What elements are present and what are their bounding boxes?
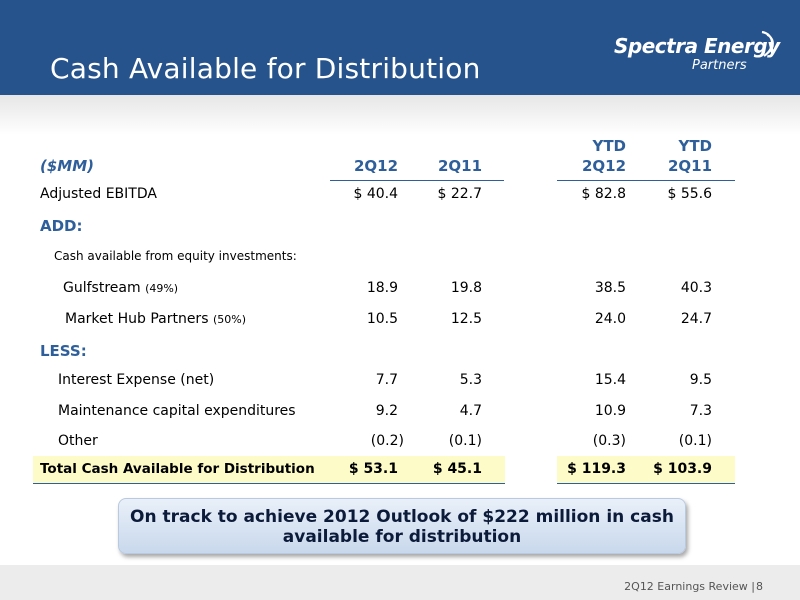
total-row-highlight [557,456,735,483]
footer-label: 2Q12 Earnings Review | [624,580,755,593]
cell-value: $ 53.1 [348,461,398,477]
cell-value: 19.8 [450,280,482,296]
row-label-gulfstream: Gulfstream (49%) [63,280,179,296]
cell-value: $ 119.3 [567,461,626,477]
cell-value: 40.3 [680,280,712,296]
col-header-ytd-2q12: 2Q12 [581,157,626,175]
cell-value: 4.7 [459,403,482,419]
spectra-energy-partners-logo: Spectra Energy Partners [612,28,782,78]
col-header-ytd-2q11: 2Q11 [667,157,712,175]
cell-value: 18.9 [366,280,398,296]
outlook-callout-box: On track to achieve 2012 Outlook of $222… [118,498,686,554]
cell-value: 24.7 [680,311,712,327]
cell-value: 10.5 [366,311,398,327]
total-underline [33,483,505,484]
unit-label: ($MM) [40,157,95,175]
total-underline [557,483,735,484]
cell-value: 9.5 [689,372,712,388]
cell-value: 5.3 [459,372,482,388]
cell-value: 12.5 [450,311,482,327]
cell-value: $ 45.1 [432,461,482,477]
cell-value: 24.0 [594,311,626,327]
cell-value: $ 55.6 [667,186,712,202]
header-underline [557,180,735,181]
cell-value: 15.4 [594,372,626,388]
cell-value: (0.2) [370,433,404,449]
cell-value: $ 40.4 [353,186,398,202]
cell-value: $ 22.7 [437,186,482,202]
row-label-equity-investments: Cash available from equity investments: [54,249,297,263]
cell-value: $ 103.9 [653,461,712,477]
row-label-interest-expense: Interest Expense (net) [58,372,215,388]
row-label-adjusted-ebitda: Adjusted EBITDA [40,186,157,202]
cell-value: 10.9 [594,403,626,419]
row-label-market-hub-partners: Market Hub Partners (50%) [65,311,246,327]
cell-value: 7.7 [375,372,398,388]
row-label-maintenance-capex: Maintenance capital expenditures [58,403,296,419]
cell-value: (0.1) [448,433,482,449]
row-label-total-cash: Total Cash Available for Distribution [40,461,315,477]
callout-text: On track to achieve 2012 Outlook of $222… [119,507,685,547]
cell-value: $ 82.8 [581,186,626,202]
header-bar: Cash Available for Distribution Spectra … [0,0,800,95]
ownership-note: (50%) [212,313,246,326]
section-less: LESS: [40,342,87,360]
header-gradient [0,95,800,135]
section-add: ADD: [40,217,83,235]
col-header-2q12: 2Q12 [353,157,398,175]
col-header-ytd-label: YTD [678,137,712,155]
total-row-highlight [33,456,505,483]
logo-sub-text: Partners [692,58,747,73]
callout-line-1: On track to achieve 2012 Outlook of $222… [130,507,674,527]
col-header-2q11: 2Q11 [437,157,482,175]
callout-line-2: available for distribution [282,527,522,547]
cell-value: (0.3) [592,433,626,449]
page-number: 8 [756,580,763,593]
page-title: Cash Available for Distribution [50,52,481,85]
cell-value: 7.3 [689,403,712,419]
cell-value: (0.1) [678,433,712,449]
col-header-ytd-label: YTD [592,137,626,155]
logo-swoosh-icon [761,30,774,57]
logo-main-text: Spectra Energy [614,34,780,58]
cell-value: 38.5 [594,280,626,296]
footer-bar: 2Q12 Earnings Review | 8 [0,565,800,600]
header-underline [330,180,504,181]
cell-value: 9.2 [375,403,398,419]
ownership-note: (49%) [145,282,179,295]
row-label-other: Other [58,433,98,449]
